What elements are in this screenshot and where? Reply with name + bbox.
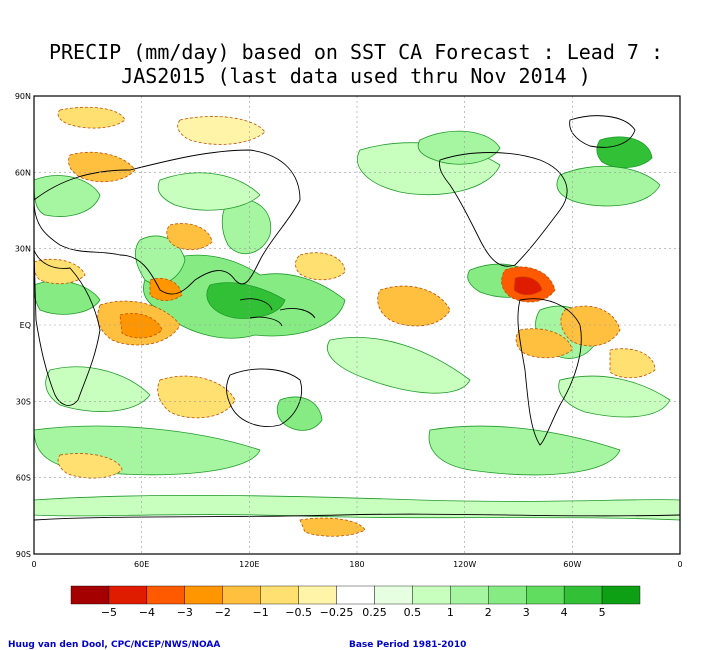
colorbar-swatch — [563, 585, 603, 605]
wet-region-south-indian-ocean — [45, 366, 151, 412]
colorbar-label: 3 — [523, 606, 530, 619]
colorbar-swatch — [336, 585, 375, 605]
lat-label: 90N — [15, 92, 31, 101]
dry-region-north-africa — [34, 258, 86, 285]
author-credit: Huug van den Dool, CPC/NCEP/NWS/NOAA — [8, 640, 221, 650]
colorbar-swatch — [70, 585, 110, 605]
colorbar-label: −0.5 — [285, 606, 312, 619]
colorbar-swatch — [222, 585, 261, 605]
dry-region-arctic — [57, 106, 126, 129]
wet-core-maritime-continent — [206, 282, 286, 319]
dry-region-south-pacific — [515, 328, 573, 359]
lon-label: 120W — [453, 560, 476, 569]
colorbar-swatch — [450, 585, 489, 605]
coast-australia — [226, 368, 302, 427]
wet-region-alaska — [417, 130, 501, 165]
colorbar-swatch — [146, 585, 186, 605]
wet-region-greenland — [596, 136, 653, 168]
colorbar-label: 0.5 — [404, 606, 422, 619]
colorbar-swatch — [298, 585, 337, 605]
colorbar-label: −3 — [177, 606, 193, 619]
colorbar-label: 0.25 — [362, 606, 387, 619]
dry-region-south-asia-sea — [149, 278, 183, 302]
lon-label: 60E — [134, 560, 149, 569]
dry-region-south-atlantic — [609, 348, 656, 379]
wet-region-china — [221, 198, 272, 255]
lon-label: 60W — [563, 560, 581, 569]
dry-region-mid-pacific — [295, 252, 346, 281]
colorbar-label: 2 — [485, 606, 492, 619]
coast-antarctica — [34, 513, 680, 521]
colorbar-swatch — [108, 585, 148, 605]
base-period-credit: Base Period 1981-2010 — [349, 640, 467, 650]
colorbar-label: 4 — [561, 606, 568, 619]
lat-label: 60N — [15, 168, 31, 177]
lon-label: 0 — [31, 560, 36, 569]
wet-region-south-atlantic — [558, 375, 671, 418]
longitude-labels: 0 60E 120E 180 120W 60W 0 — [31, 560, 682, 569]
title-line-1: PRECIP (mm/day) based on SST CA Forecast… — [48, 40, 664, 64]
dry-region-australia — [157, 375, 236, 419]
wet-region-south-pacific-convergence — [327, 337, 471, 394]
lat-label: 30N — [15, 245, 31, 254]
dry-region-north-pacific — [177, 116, 266, 145]
colorbar-swatch — [488, 585, 527, 605]
map-frame — [33, 95, 681, 555]
lon-label: 180 — [349, 560, 364, 569]
colorbar-swatch — [184, 585, 223, 605]
lon-label: 120E — [239, 560, 259, 569]
wet-anomaly-regions — [34, 130, 680, 521]
colorbar-swatch — [526, 585, 565, 605]
dry-anomaly-regions — [34, 106, 656, 537]
title-line-2: JAS2015 (last data used thru Nov 2014 ) — [121, 64, 591, 88]
wet-region-australia-east — [276, 396, 323, 431]
colorbar-label: 5 — [599, 606, 606, 619]
dry-region-equatorial-central-pacific — [377, 285, 451, 327]
colorbar-label: −5 — [101, 606, 117, 619]
dry-core-caribbean — [513, 276, 543, 296]
colorbar-label: 1 — [447, 606, 454, 619]
wet-region-north-atlantic — [556, 165, 661, 207]
colorbar-swatch — [374, 585, 413, 605]
dry-core-indian-ocean — [119, 313, 163, 339]
dry-region-east-asia — [166, 223, 213, 251]
lat-label: 90S — [16, 550, 31, 559]
colorbar-swatch — [412, 585, 451, 605]
lat-label: 60S — [16, 474, 31, 483]
colorbar-labels: −5 −4 −3 −2 −1 −0.5 −0.25 0.25 0.5 1 2 3 4 5 — [101, 606, 606, 619]
dry-region-siberia — [68, 151, 136, 183]
coast-south-america — [517, 298, 582, 446]
colorbar-label: −2 — [215, 606, 231, 619]
dry-region-west-africa — [560, 305, 621, 347]
wet-region-russia — [157, 172, 261, 211]
lon-label: 0 — [677, 560, 682, 569]
colorbar-label: −0.25 — [320, 606, 354, 619]
colorbar-label: −4 — [139, 606, 155, 619]
colorbar — [70, 585, 641, 605]
colorbar-label: −1 — [253, 606, 269, 619]
coast-indonesia — [239, 298, 316, 327]
coast-north-america — [439, 152, 568, 267]
colorbar-swatch — [260, 585, 299, 605]
coast-africa — [34, 249, 101, 406]
coastlines — [34, 115, 680, 521]
dry-region-polar-south — [299, 517, 366, 537]
coast-eurasia — [34, 149, 301, 295]
precip-field — [34, 106, 680, 537]
lat-label: EQ — [20, 321, 31, 330]
colorbar-swatch — [601, 585, 641, 605]
coast-greenland — [569, 115, 636, 148]
latitude-labels: 90N 60N 30N EQ 30S 60S 90S — [15, 92, 31, 559]
wet-region-north-europe — [34, 175, 101, 217]
map-gridlines — [34, 96, 680, 554]
lat-label: 30S — [16, 397, 31, 406]
